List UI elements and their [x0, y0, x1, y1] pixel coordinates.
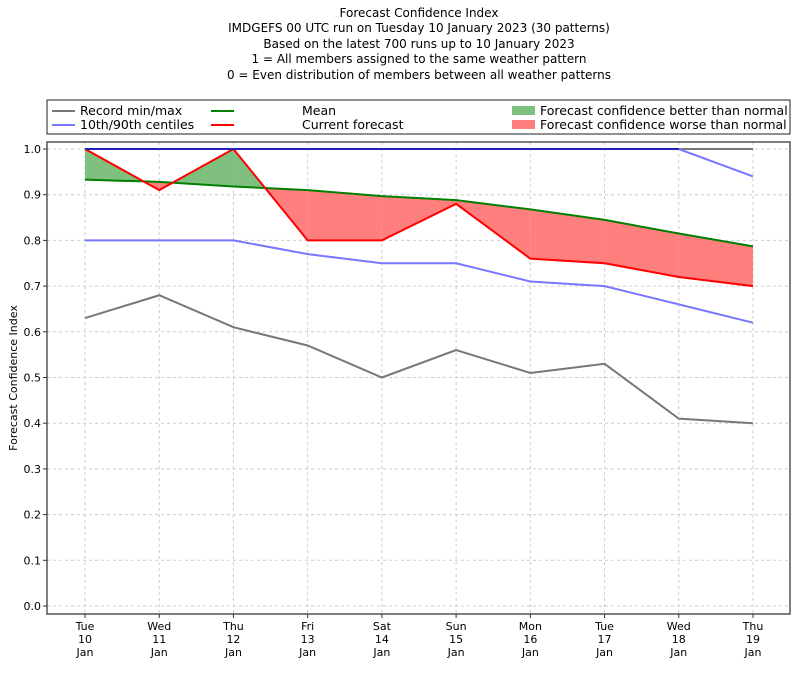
line-10th-centile — [85, 239, 754, 324]
x-tick-label-line: Jan — [447, 646, 465, 659]
title-line-5: 0 = Even distribution of members between… — [227, 68, 611, 82]
legend-frame — [46, 99, 791, 135]
x-tick-label-line: Jan — [224, 646, 242, 659]
x-tick-label-line: 19 — [746, 633, 760, 646]
y-tick-label: 0.2 — [24, 509, 42, 522]
legend-label-worse: Forecast confidence worse than normal — [540, 117, 787, 132]
x-tick-label-line: 18 — [672, 633, 686, 646]
y-tick-label: 0.6 — [24, 326, 42, 339]
x-tick-label-line: Jan — [298, 646, 316, 659]
x-tick-label-line: 17 — [598, 633, 612, 646]
x-tick-label-line: Wed — [667, 620, 691, 633]
legend-label-centiles: 10th/90th centiles — [80, 117, 194, 132]
legend: Record min/max 10th/90th centiles Mean C… — [46, 99, 791, 135]
x-tick-label-line: Jan — [744, 646, 762, 659]
y-tick-label: 0.4 — [24, 417, 42, 430]
x-tick-label-line: Thu — [222, 620, 244, 633]
x-tick-label-line: 10 — [78, 633, 92, 646]
legend-swatch-better — [512, 106, 535, 115]
chart-title: Forecast Confidence Index IMDGEFS 00 UTC… — [227, 6, 611, 82]
x-tick-label-line: Sat — [373, 620, 392, 633]
confidence-fills — [85, 149, 753, 287]
x-tick-label-line: Jan — [669, 646, 687, 659]
legend-entry-worse: Forecast confidence worse than normal — [512, 117, 787, 132]
x-tick-label-line: Tue — [75, 620, 95, 633]
y-tick-label: 0.9 — [24, 189, 42, 202]
y-tick-label: 0.5 — [24, 372, 42, 385]
axes — [43, 141, 791, 618]
x-tick-label-line: 12 — [226, 633, 240, 646]
legend-label-current: Current forecast — [302, 117, 404, 132]
title-line-1: Forecast Confidence Index — [340, 6, 499, 20]
x-tick-label-line: 11 — [152, 633, 166, 646]
legend-label-better: Forecast confidence better than normal — [540, 103, 788, 118]
x-tick-label-line: Sun — [446, 620, 467, 633]
x-tick-label-line: Thu — [742, 620, 764, 633]
y-tick-label: 0.1 — [24, 554, 42, 567]
x-tick-label-line: Jan — [521, 646, 539, 659]
line-record-min — [84, 294, 754, 425]
x-tick-label-line: Mon — [519, 620, 542, 633]
title-line-2: IMDGEFS 00 UTC run on Tuesday 10 January… — [228, 21, 610, 35]
x-tick-label-line: Wed — [147, 620, 171, 633]
fill-worse-than-normal — [307, 190, 382, 241]
x-tick-label-line: Tue — [594, 620, 614, 633]
x-tick-label-line: 15 — [449, 633, 463, 646]
x-tick-label-line: Jan — [150, 646, 168, 659]
y-tick-label: 0.3 — [24, 463, 42, 476]
series-lines — [84, 147, 754, 425]
fill-worse-than-normal — [381, 196, 457, 241]
line-mean — [84, 178, 754, 248]
x-tick-label-line: Fri — [301, 620, 314, 633]
x-tick-label-line: Jan — [372, 646, 390, 659]
line-90th-centile — [85, 148, 754, 178]
fill-worse-than-normal — [678, 233, 753, 287]
title-line-3: Based on the latest 700 runs up to 10 Ja… — [263, 37, 574, 51]
legend-entry-current-forecast: Current forecast — [211, 117, 404, 132]
x-tick-label-line: 16 — [523, 633, 537, 646]
legend-label-record: Record min/max — [80, 103, 182, 118]
fill-worse-than-normal — [604, 219, 679, 277]
legend-entry-better: Forecast confidence better than normal — [512, 103, 788, 118]
legend-swatch-worse — [512, 120, 535, 129]
legend-entry-centiles: 10th/90th centiles — [52, 117, 194, 132]
y-tick-labels: 0.0 0.1 0.2 0.3 0.4 0.5 0.6 0.7 0.8 0.9 1.0 — [24, 143, 42, 613]
fill-worse-than-normal — [530, 209, 605, 264]
y-axis-label: Forecast Confidence Index — [7, 305, 20, 451]
x-tick-label-line: Jan — [595, 646, 613, 659]
y-tick-label: 0.7 — [24, 280, 42, 293]
y-tick-label: 1.0 — [24, 143, 42, 156]
line-current-forecast — [84, 147, 754, 288]
x-tick-label-line: 13 — [301, 633, 315, 646]
x-tick-label-line: Jan — [76, 646, 94, 659]
legend-entry-mean: Mean — [211, 103, 336, 118]
legend-entry-record-min-max: Record min/max — [52, 103, 182, 118]
title-line-4: 1 = All members assigned to the same wea… — [252, 52, 587, 66]
x-tick-labels: Tue10JanWed11JanThu12JanFri13JanSat14Jan… — [75, 620, 764, 659]
y-tick-label: 0.8 — [24, 234, 42, 247]
legend-label-mean: Mean — [302, 103, 336, 118]
x-tick-label-line: 14 — [375, 633, 389, 646]
y-tick-label: 0.0 — [24, 600, 42, 613]
